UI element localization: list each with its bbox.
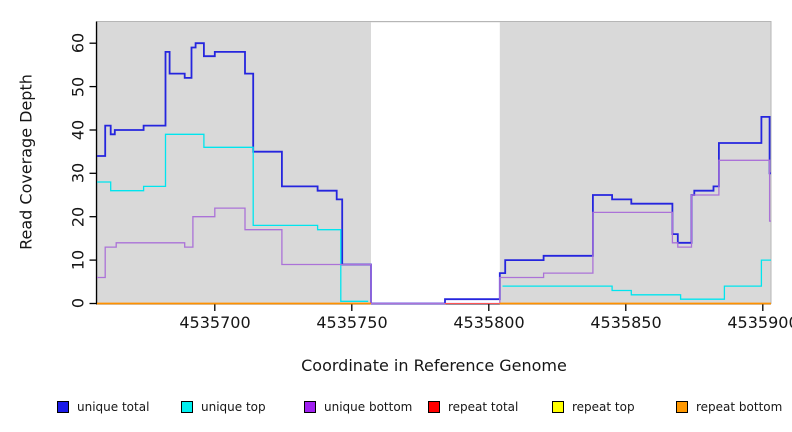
legend-label: unique total xyxy=(77,400,150,414)
y-tick-label: 60 xyxy=(68,32,88,54)
unique-total-swatch-icon xyxy=(57,401,69,413)
legend-label: unique bottom xyxy=(324,400,413,414)
repeat-total-swatch-icon xyxy=(428,401,440,413)
masked-region xyxy=(371,22,500,304)
legend-label: repeat top xyxy=(572,400,635,414)
x-tick-label: 4535700 xyxy=(179,313,251,332)
y-tick-label: 50 xyxy=(68,76,88,98)
legend-item-repeat-bottom: repeat bottom xyxy=(676,400,782,414)
legend-item-unique-bottom: unique bottom xyxy=(304,400,412,414)
series-line-unique-top xyxy=(97,133,771,302)
unique-top-swatch-icon xyxy=(181,401,193,413)
x-tick-label: 4535900 xyxy=(727,313,792,332)
legend-label: repeat total xyxy=(448,400,519,414)
legend-item-repeat-total: repeat total xyxy=(428,400,518,414)
legend-item-unique-top: unique top xyxy=(181,400,266,414)
legend-label: unique top xyxy=(201,400,266,414)
legend-item-unique-total: unique total xyxy=(57,400,149,414)
series-line-unique-bottom xyxy=(97,159,771,305)
x-tick-label: 4535800 xyxy=(453,313,525,332)
unique-bottom-swatch-icon xyxy=(304,401,316,413)
x-tick-label: 4535850 xyxy=(590,313,662,332)
x-axis-title: Coordinate in Reference Genome xyxy=(301,356,567,375)
y-tick-label: 20 xyxy=(68,206,88,228)
y-tick-label: 40 xyxy=(68,119,88,141)
y-axis-title: Read Coverage Depth xyxy=(16,74,36,250)
legend-label: repeat bottom xyxy=(696,400,783,414)
legend-item-repeat-top: repeat top xyxy=(552,400,635,414)
y-tick-label: 10 xyxy=(68,249,88,271)
repeat-bottom-swatch-icon xyxy=(676,401,688,413)
y-tick-label: 0 xyxy=(68,297,88,309)
y-tick-label: 30 xyxy=(68,162,88,184)
x-tick-label: 4535750 xyxy=(316,313,388,332)
repeat-top-swatch-icon xyxy=(552,401,564,413)
